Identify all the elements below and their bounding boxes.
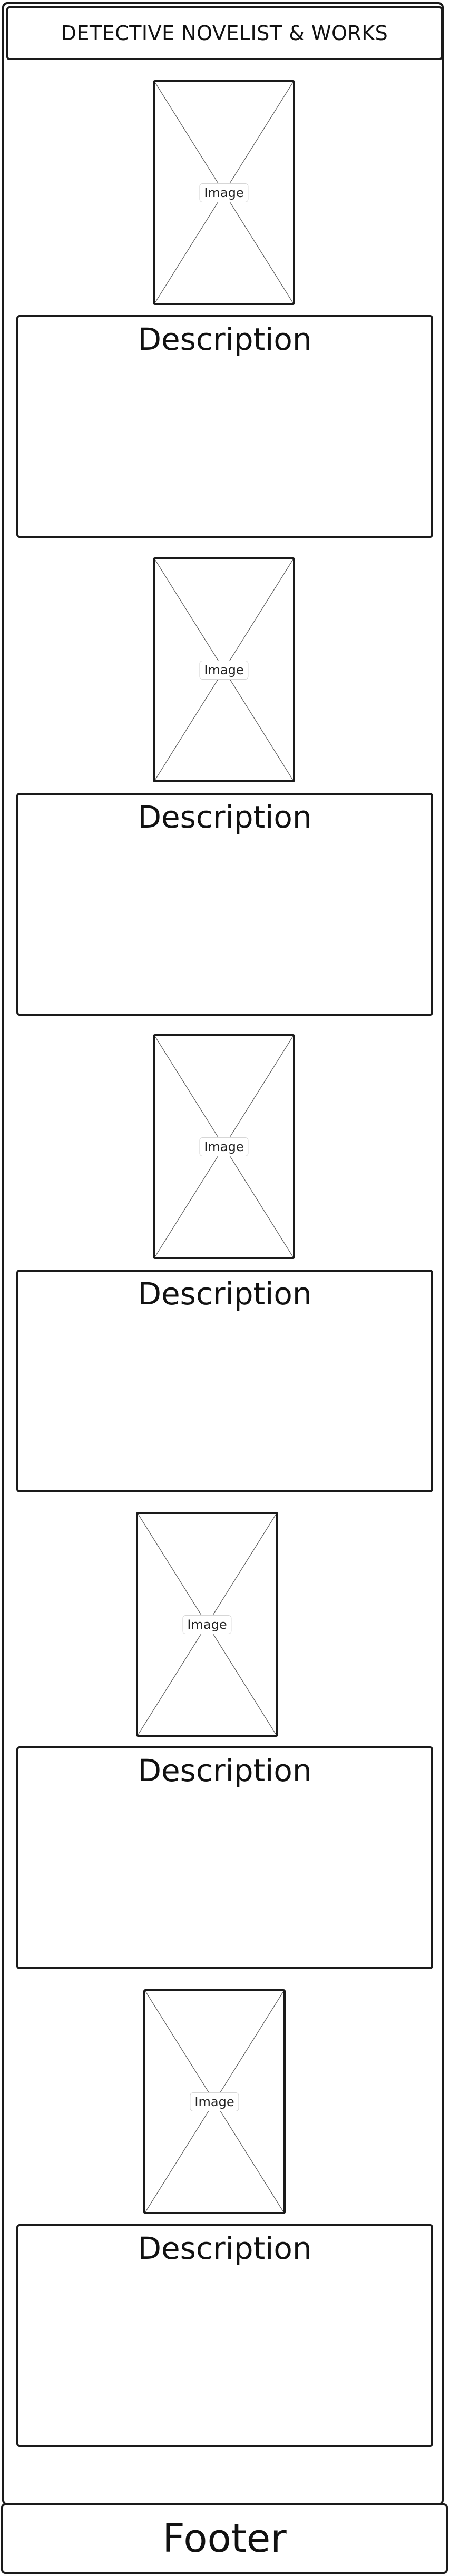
- novelist-image-4: Image: [136, 1512, 278, 1737]
- novelist-image-3: Image: [153, 1034, 295, 1259]
- image-label: Image: [190, 2092, 239, 2111]
- footer-text: Footer: [162, 2516, 287, 2561]
- image-label: Image: [199, 183, 249, 202]
- page-title: DETECTIVE NOVELIST & WORKS: [61, 22, 388, 45]
- novelist-image-2: Image: [153, 557, 295, 782]
- image-label: Image: [199, 1137, 249, 1156]
- novelist-image-5: Image: [143, 1989, 286, 2214]
- image-label: Image: [182, 1615, 232, 1634]
- description-box-5: Description: [16, 2224, 433, 2447]
- description-title: Description: [138, 321, 312, 357]
- description-box-1: Description: [16, 315, 433, 538]
- description-title: Description: [138, 2230, 312, 2266]
- description-title: Description: [138, 1753, 312, 1788]
- description-box-4: Description: [16, 1746, 433, 1969]
- description-title: Description: [138, 799, 312, 835]
- page-header: DETECTIVE NOVELIST & WORKS: [6, 6, 443, 60]
- page-footer: Footer: [1, 2503, 448, 2574]
- description-title: Description: [138, 1276, 312, 1312]
- description-box-3: Description: [16, 1270, 433, 1492]
- image-label: Image: [199, 660, 249, 680]
- description-box-2: Description: [16, 793, 433, 1016]
- novelist-image-1: Image: [153, 80, 295, 305]
